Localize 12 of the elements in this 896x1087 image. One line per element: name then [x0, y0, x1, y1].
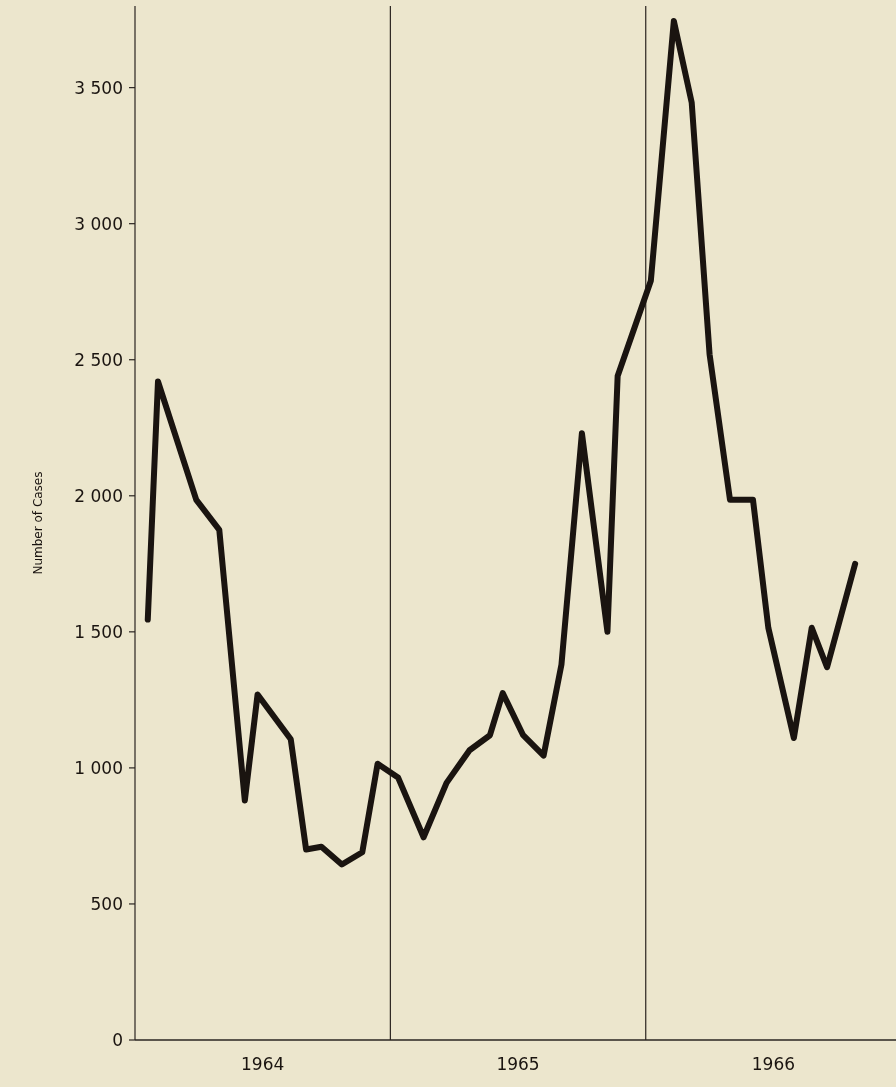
x-tick-label: 1965 [496, 1054, 540, 1074]
y-tick-label: 0 [112, 1029, 123, 1050]
y-tick-label: 3 500 [74, 77, 123, 98]
y-axis-title: Number of Cases [31, 471, 45, 575]
y-tick-label: 1 500 [74, 621, 123, 642]
y-tick-label: 500 [90, 893, 123, 914]
y-tick-label: 3 000 [74, 213, 123, 234]
y-tick-label: 2 000 [74, 485, 123, 506]
y-tick-label: 1 000 [74, 757, 123, 778]
y-tick-label: 2 500 [74, 349, 123, 370]
x-tick-label: 1966 [751, 1054, 796, 1074]
x-tick-label: 1964 [241, 1054, 285, 1074]
